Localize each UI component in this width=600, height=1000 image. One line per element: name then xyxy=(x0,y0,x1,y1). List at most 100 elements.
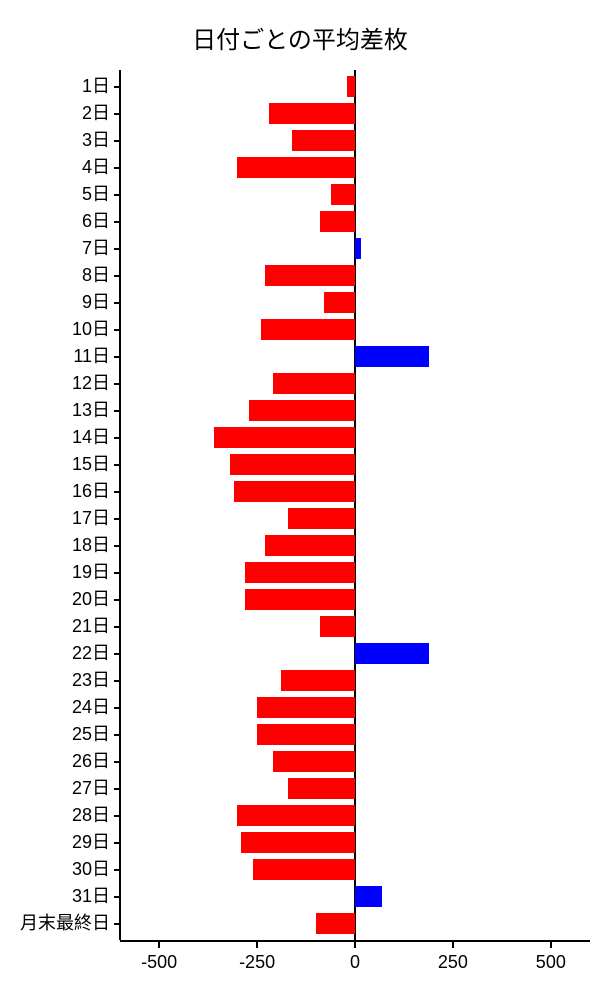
bar xyxy=(324,292,355,313)
y-axis-label: 28日 xyxy=(0,805,110,826)
y-axis-label: 15日 xyxy=(0,454,110,475)
bar xyxy=(234,481,355,502)
bar xyxy=(355,346,429,367)
y-axis-label: 7日 xyxy=(0,238,110,259)
y-axis-label: 11日 xyxy=(0,346,110,367)
y-tick xyxy=(114,734,120,736)
bar xyxy=(355,886,382,907)
y-tick xyxy=(114,518,120,520)
y-tick xyxy=(114,815,120,817)
bar xyxy=(241,832,355,853)
x-tick xyxy=(256,942,258,948)
y-axis-label: 3日 xyxy=(0,130,110,151)
bar xyxy=(273,751,355,772)
y-axis-label: 12日 xyxy=(0,373,110,394)
y-axis-label: 2日 xyxy=(0,103,110,124)
bar xyxy=(320,616,355,637)
bar xyxy=(355,643,429,664)
y-axis-label: 14日 xyxy=(0,427,110,448)
bar xyxy=(331,184,355,205)
y-axis-label: 30日 xyxy=(0,859,110,880)
y-tick xyxy=(114,653,120,655)
y-tick xyxy=(114,194,120,196)
x-axis-label: -500 xyxy=(141,952,177,973)
y-axis-label: 13日 xyxy=(0,400,110,421)
y-tick xyxy=(114,113,120,115)
y-tick xyxy=(114,788,120,790)
y-axis-label: 26日 xyxy=(0,751,110,772)
y-tick xyxy=(114,545,120,547)
bar xyxy=(214,427,355,448)
chart-container: 日付ごとの平均差枚 1日 2日 3日 4日 5日 6日 7日 8日 9日 10日 11日 12日 13日… xyxy=(0,0,600,1000)
y-tick xyxy=(114,572,120,574)
y-tick xyxy=(114,302,120,304)
y-tick xyxy=(114,140,120,142)
y-axis-label: 18日 xyxy=(0,535,110,556)
x-axis-label: -250 xyxy=(239,952,275,973)
y-axis-label: 27日 xyxy=(0,778,110,799)
bar xyxy=(288,778,355,799)
y-axis-label: 8日 xyxy=(0,265,110,286)
bar xyxy=(355,238,361,259)
y-tick xyxy=(114,680,120,682)
bar xyxy=(316,913,355,934)
y-axis-label: 22日 xyxy=(0,643,110,664)
x-axis-label: 500 xyxy=(536,952,566,973)
y-tick xyxy=(114,275,120,277)
y-tick xyxy=(114,464,120,466)
y-axis-label: 5日 xyxy=(0,184,110,205)
bar xyxy=(273,373,355,394)
y-tick xyxy=(114,896,120,898)
x-tick xyxy=(550,942,552,948)
y-tick xyxy=(114,761,120,763)
x-axis-label: 250 xyxy=(438,952,468,973)
y-tick xyxy=(114,599,120,601)
y-tick xyxy=(114,626,120,628)
y-tick xyxy=(114,923,120,925)
y-axis-label: 4日 xyxy=(0,157,110,178)
y-tick xyxy=(114,167,120,169)
y-axis-label: 10日 xyxy=(0,319,110,340)
chart-title: 日付ごとの平均差枚 xyxy=(0,20,600,55)
x-axis-label: 0 xyxy=(350,952,360,973)
bar xyxy=(288,508,355,529)
y-tick xyxy=(114,410,120,412)
y-tick xyxy=(114,383,120,385)
y-axis-label: 19日 xyxy=(0,562,110,583)
y-tick xyxy=(114,86,120,88)
y-axis-label: 6日 xyxy=(0,211,110,232)
y-tick xyxy=(114,221,120,223)
bar xyxy=(237,805,355,826)
bar xyxy=(320,211,355,232)
bar xyxy=(245,562,355,583)
bar xyxy=(292,130,355,151)
bar xyxy=(237,157,355,178)
y-axis-label: 月末最終日 xyxy=(0,913,110,934)
bar xyxy=(257,724,355,745)
bar xyxy=(253,859,355,880)
y-tick xyxy=(114,491,120,493)
y-axis-label: 25日 xyxy=(0,724,110,745)
bar xyxy=(265,265,355,286)
y-axis-label: 23日 xyxy=(0,670,110,691)
bar xyxy=(347,76,355,97)
y-axis-label: 20日 xyxy=(0,589,110,610)
y-tick xyxy=(114,329,120,331)
bar xyxy=(257,697,355,718)
y-axis-label: 29日 xyxy=(0,832,110,853)
y-tick xyxy=(114,437,120,439)
bar xyxy=(265,535,355,556)
y-axis-label: 31日 xyxy=(0,886,110,907)
y-tick xyxy=(114,869,120,871)
y-axis-label: 1日 xyxy=(0,76,110,97)
y-axis-label: 9日 xyxy=(0,292,110,313)
x-tick xyxy=(452,942,454,948)
y-tick xyxy=(114,707,120,709)
y-axis-label: 16日 xyxy=(0,481,110,502)
y-axis-label: 24日 xyxy=(0,697,110,718)
bar xyxy=(261,319,355,340)
bar xyxy=(281,670,355,691)
bar xyxy=(245,589,355,610)
bar xyxy=(249,400,355,421)
y-tick xyxy=(114,248,120,250)
